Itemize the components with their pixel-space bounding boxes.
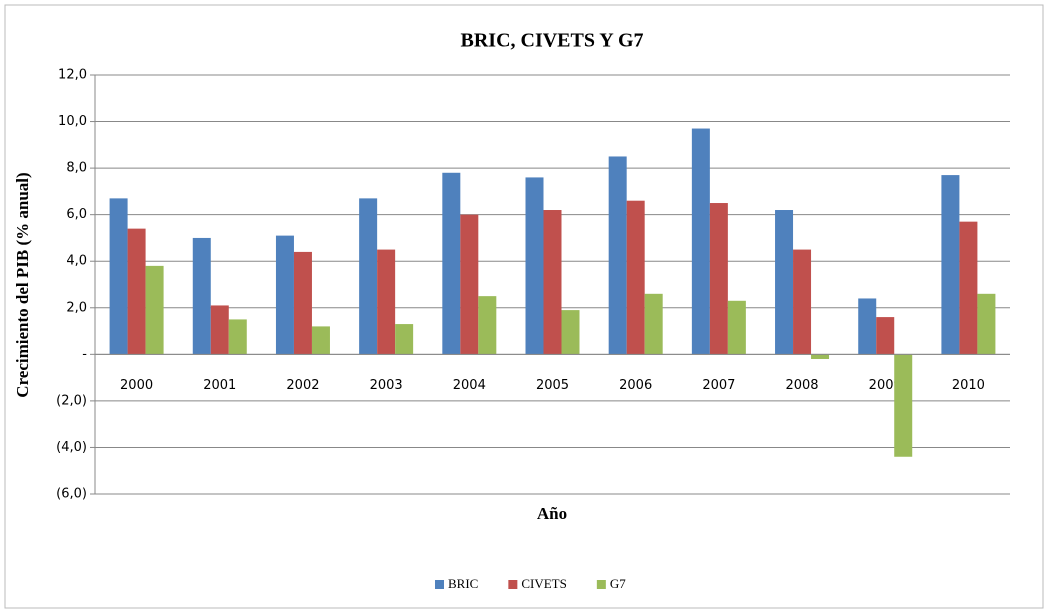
x-tick-label: 2005 [536, 378, 569, 393]
bar [127, 228, 146, 355]
x-tick-label: 2007 [702, 378, 735, 393]
y-tick-label: 10,0 [58, 114, 87, 129]
bar [311, 326, 330, 355]
bar [525, 177, 544, 355]
y-tick-label: 6,0 [66, 207, 87, 222]
bar [109, 198, 128, 355]
y-tick-label: 2,0 [66, 300, 87, 315]
bar [145, 265, 164, 355]
bar [608, 156, 627, 355]
x-tick-label: 2004 [453, 378, 486, 393]
y-tick-label: (2,0) [56, 393, 87, 408]
legend-swatch [508, 580, 518, 589]
x-tick-label: 2001 [203, 378, 236, 393]
x-tick-label: 2002 [286, 378, 319, 393]
x-tick-label: 2010 [952, 378, 985, 393]
bar [959, 221, 978, 355]
bar [876, 317, 895, 355]
bar [644, 293, 663, 355]
x-tick-label: 2003 [370, 378, 403, 393]
x-tick-label: 2008 [785, 378, 818, 393]
legend-label: BRIC [448, 576, 478, 591]
bar [811, 354, 830, 359]
x-tick-label: 2000 [120, 378, 153, 393]
bar [192, 237, 211, 355]
y-tick-label: (4,0) [56, 440, 87, 455]
bar [442, 172, 461, 355]
bar [293, 251, 312, 355]
bar [691, 128, 710, 355]
bar [775, 210, 794, 355]
bar [460, 214, 479, 355]
bar [478, 296, 497, 355]
bar [561, 310, 580, 355]
y-axis-label: Crecimiento del PIB (% anual) [13, 172, 32, 397]
bar [709, 203, 728, 355]
bar [727, 300, 746, 355]
legend-swatch [596, 580, 606, 589]
y-tick-label: (6,0) [56, 487, 87, 502]
bar [894, 354, 913, 457]
x-tick-label: 2009 [869, 378, 902, 393]
bar [977, 293, 996, 355]
y-tick-label: 4,0 [66, 254, 87, 269]
bar [793, 249, 812, 355]
bar [275, 235, 294, 355]
y-tick-label: 12,0 [58, 68, 87, 83]
x-axis-label: Año [537, 504, 567, 523]
bar [395, 324, 414, 355]
x-tick-label: 2006 [619, 378, 652, 393]
bar [210, 305, 229, 355]
bar [543, 210, 562, 355]
legend-label: CIVETS [521, 576, 567, 591]
bar [858, 298, 877, 355]
legend-swatch [435, 580, 444, 589]
bar [377, 249, 396, 355]
bar [359, 198, 378, 355]
bar [626, 200, 645, 355]
bar [941, 175, 960, 355]
chart-title: BRIC, CIVETS Y G7 [461, 30, 644, 52]
y-tick-label: - [82, 347, 87, 362]
legend-label: G7 [610, 576, 626, 591]
y-tick-label: 8,0 [66, 161, 87, 176]
bar [228, 319, 247, 355]
